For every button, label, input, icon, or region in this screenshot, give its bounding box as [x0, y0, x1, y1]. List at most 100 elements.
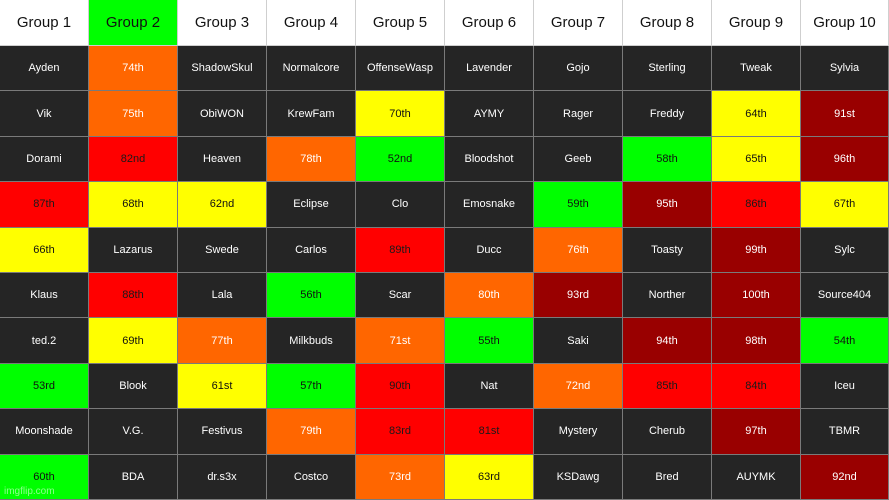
table-cell: Moonshade — [0, 409, 89, 455]
table-cell: Norther — [623, 272, 712, 319]
table-cell: Lala — [178, 272, 267, 319]
table-cell: BDA — [89, 454, 178, 500]
table-cell: 89th — [356, 227, 445, 273]
table-cell: 96th — [801, 136, 889, 183]
table-cell: ShadowSkul — [178, 46, 267, 92]
table-cell: Costco — [267, 454, 356, 500]
table-cell: Nat — [445, 363, 534, 410]
table-cell: Scar — [356, 272, 445, 319]
table-cell: Eclipse — [267, 182, 356, 228]
table-cell: 92nd — [801, 454, 889, 500]
table-cell: 80th — [445, 272, 534, 319]
header-group-3: Group 3 — [178, 0, 267, 46]
table-cell: ted.2 — [0, 318, 89, 364]
table-cell: OffenseWasp — [356, 46, 445, 92]
table-cell: Source404 — [801, 272, 889, 319]
table-cell: TBMR — [801, 409, 889, 455]
table-cell: Swede — [178, 227, 267, 273]
table-cell: Rager — [534, 91, 623, 137]
table-cell: 91st — [801, 91, 889, 137]
table-cell: Bloodshot — [445, 136, 534, 183]
table-cell: 68th — [89, 182, 178, 228]
table-cell: 94th — [623, 318, 712, 364]
table-cell: 72nd — [534, 363, 623, 410]
table-cell: Normalcore — [267, 46, 356, 92]
table-cell: Tweak — [712, 46, 801, 92]
table-cell: 53rd — [0, 363, 89, 410]
table-cell: Geeb — [534, 136, 623, 183]
table-cell: Dorami — [0, 136, 89, 183]
table-cell: 70th — [356, 91, 445, 137]
table-cell: 97th — [712, 409, 801, 455]
table-cell: 62nd — [178, 182, 267, 228]
table-cell: AUYMK — [712, 454, 801, 500]
table-cell: 54th — [801, 318, 889, 364]
table-cell: Bred — [623, 454, 712, 500]
table-cell: 98th — [712, 318, 801, 364]
header-group-9: Group 9 — [712, 0, 801, 46]
table-cell: AYMY — [445, 91, 534, 137]
header-group-1: Group 1 — [0, 0, 89, 46]
table-cell: 60th — [0, 454, 89, 500]
table-cell: Mystery — [534, 409, 623, 455]
table-cell: 67th — [801, 182, 889, 228]
table-cell: 100th — [712, 272, 801, 319]
table-cell: 84th — [712, 363, 801, 410]
table-cell: Ayden — [0, 46, 89, 92]
table-cell: Saki — [534, 318, 623, 364]
table-cell: 57th — [267, 363, 356, 410]
table-cell: 79th — [267, 409, 356, 455]
table-cell: 88th — [89, 272, 178, 319]
header-group-5: Group 5 — [356, 0, 445, 46]
table-cell: Clo — [356, 182, 445, 228]
table-cell: 65th — [712, 136, 801, 183]
table-cell: ObiWON — [178, 91, 267, 137]
table-cell: 81st — [445, 409, 534, 455]
table-cell: 59th — [534, 182, 623, 228]
table-cell: Carlos — [267, 227, 356, 273]
header-group-8: Group 8 — [623, 0, 712, 46]
table-cell: 71st — [356, 318, 445, 364]
table-cell: 56th — [267, 272, 356, 319]
table-cell: Klaus — [0, 272, 89, 319]
table-cell: 52nd — [356, 136, 445, 183]
table-cell: 75th — [89, 91, 178, 137]
watermark-text: imgflip.com — [4, 486, 55, 497]
table-cell: Sterling — [623, 46, 712, 92]
table-cell: 63rd — [445, 454, 534, 500]
table-cell: Milkbuds — [267, 318, 356, 364]
header-group-4: Group 4 — [267, 0, 356, 46]
table-cell: 87th — [0, 182, 89, 228]
table-cell: Blook — [89, 363, 178, 410]
table-cell: Sylc — [801, 227, 889, 273]
header-group-6: Group 6 — [445, 0, 534, 46]
table-cell: 55th — [445, 318, 534, 364]
table-cell: 76th — [534, 227, 623, 273]
table-cell: 99th — [712, 227, 801, 273]
table-cell: Sylvia — [801, 46, 889, 92]
table-cell: Emosnake — [445, 182, 534, 228]
table-cell: KrewFam — [267, 91, 356, 137]
table-cell: Toasty — [623, 227, 712, 273]
table-cell: dr.s3x — [178, 454, 267, 500]
table-cell: 78th — [267, 136, 356, 183]
table-cell: 73rd — [356, 454, 445, 500]
table-cell: Iceu — [801, 363, 889, 410]
table-cell: Cherub — [623, 409, 712, 455]
table-cell: Lavender — [445, 46, 534, 92]
header-group-10: Group 10 — [801, 0, 889, 46]
table-cell: 66th — [0, 227, 89, 273]
table-cell: 82nd — [89, 136, 178, 183]
table-cell: 85th — [623, 363, 712, 410]
table-cell: 74th — [89, 46, 178, 92]
table-cell: 58th — [623, 136, 712, 183]
table-cell: 86th — [712, 182, 801, 228]
table-cell: 64th — [712, 91, 801, 137]
table-cell: 77th — [178, 318, 267, 364]
table-cell: Festivus — [178, 409, 267, 455]
table-cell: 69th — [89, 318, 178, 364]
table-cell: V.G. — [89, 409, 178, 455]
header-group-7: Group 7 — [534, 0, 623, 46]
table-cell: Vik — [0, 91, 89, 137]
